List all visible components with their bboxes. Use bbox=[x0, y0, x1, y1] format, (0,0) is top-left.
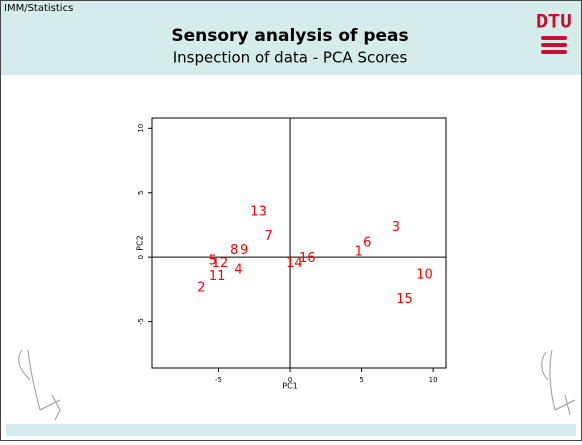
slide: IMM/Statistics Sensory analysis of peas … bbox=[0, 0, 582, 441]
point-label: 7 bbox=[264, 229, 272, 244]
point-label: 4 bbox=[234, 263, 242, 278]
point-label: 11 bbox=[209, 269, 226, 284]
point-label: 8 bbox=[230, 243, 238, 258]
point-label: 15 bbox=[396, 292, 413, 307]
logo: DTU bbox=[536, 11, 572, 34]
y-tick-label: 10 bbox=[137, 124, 145, 133]
point-label: 16 bbox=[299, 251, 316, 266]
x-tick-label: -5 bbox=[215, 376, 222, 384]
point-label: 3 bbox=[392, 220, 400, 235]
logo-bars bbox=[541, 36, 567, 54]
x-tick-label: 0 bbox=[288, 376, 292, 384]
y-tick-label: 0 bbox=[137, 255, 145, 259]
x-tick-label: 5 bbox=[359, 376, 363, 384]
page: {"header": {"org": "IMM/Statistics", "ti… bbox=[0, 0, 582, 441]
y-axis-label: PC2 bbox=[136, 235, 145, 251]
slide-title: Sensory analysis of peas bbox=[171, 26, 408, 46]
slide-subtitle: Inspection of data - PCA Scores bbox=[173, 49, 408, 67]
point-label: 2 bbox=[197, 281, 205, 296]
org-label: IMM/Statistics bbox=[4, 3, 73, 14]
point-label: 10 bbox=[416, 268, 433, 283]
y-tick-label: -5 bbox=[137, 318, 145, 325]
y-tick-label: 5 bbox=[137, 191, 145, 195]
point-label: 6 bbox=[363, 236, 371, 251]
x-tick-label: 10 bbox=[429, 376, 438, 384]
point-label: 9 bbox=[240, 243, 248, 258]
footer-band bbox=[6, 424, 576, 436]
point-label: 1 bbox=[355, 245, 363, 260]
point-label: 13 bbox=[250, 205, 267, 220]
